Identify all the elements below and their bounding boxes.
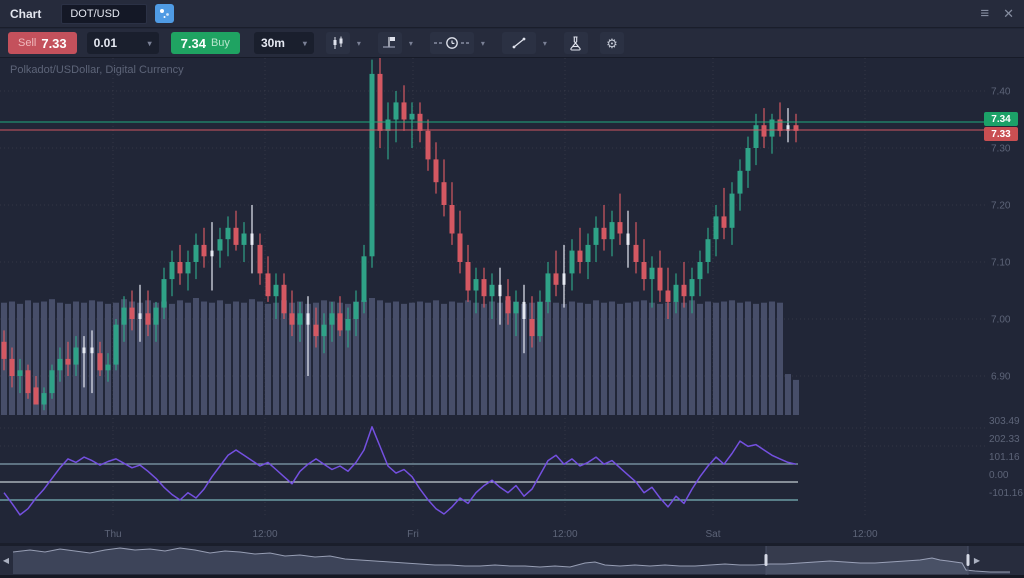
gear-icon: ⚙ — [606, 35, 618, 51]
navigator-window[interactable] — [766, 546, 968, 575]
sell-label: Sell — [18, 37, 37, 49]
chevron-down-icon[interactable]: ▾ — [480, 38, 485, 48]
scatter-dots-icon — [160, 9, 170, 18]
oscillator-tick-label: 0.00 — [989, 470, 1009, 481]
price-tick-label: 7.30 — [991, 144, 1011, 155]
candlestick-type-icon — [333, 36, 343, 49]
navigator-left-handle[interactable] — [764, 554, 768, 566]
analysis-button[interactable] — [563, 32, 588, 54]
chart-type-button[interactable] — [325, 32, 350, 54]
flask-icon — [570, 35, 582, 51]
price-tick-label: 7.20 — [991, 201, 1011, 212]
price-tick-label: 6.90 — [991, 372, 1011, 383]
drawing-tool-button[interactable] — [501, 32, 536, 54]
chart-title: Polkadot/USDollar, Digital Currency — [10, 64, 184, 76]
chevron-down-icon: ▾ — [302, 38, 307, 48]
price-tick-label: 7.40 — [991, 87, 1011, 98]
indicators-button[interactable] — [377, 32, 402, 54]
time-axis-label: 12:00 — [852, 529, 877, 540]
time-axis-label: Sat — [705, 529, 720, 540]
amount-dropdown[interactable]: 0.01 ▾ — [86, 32, 159, 54]
time-axis-label: 12:00 — [252, 529, 277, 540]
oscillator-tick-label: 202.33 — [989, 434, 1020, 445]
oscillator-tick-label: 303.49 — [989, 416, 1020, 427]
scroll-left-arrow-icon[interactable]: ◀ — [2, 555, 10, 565]
buy-button[interactable]: 7.34 Buy — [170, 32, 240, 54]
navigator-right-handle[interactable] — [966, 554, 970, 566]
time-marker-button[interactable] — [429, 32, 474, 54]
top-bar: Chart DOT/USD ≡ ✕ — [0, 0, 1024, 28]
sell-button[interactable]: Sell 7.33 — [8, 32, 77, 54]
scroll-right-arrow-icon[interactable]: ▶ — [973, 555, 981, 565]
clock-dashes-icon — [433, 37, 470, 49]
trade-toolbar: Sell 7.33 0.01 ▾ 7.34 Buy 30m ▾ ▾ — [0, 29, 1024, 58]
trend-line-icon — [512, 37, 526, 49]
asset-picker-button[interactable] — [155, 4, 175, 23]
time-axis-label: Fri — [407, 529, 419, 540]
settings-button[interactable]: ⚙ — [599, 32, 624, 54]
close-icon[interactable]: ✕ — [1003, 6, 1014, 21]
buy-label: Buy — [210, 37, 230, 49]
sell-price: 7.33 — [41, 35, 67, 51]
sell-price-badge: 7.33 — [984, 127, 1018, 141]
price-tick-label: 7.10 — [991, 258, 1011, 269]
time-axis-label: 12:00 — [552, 529, 577, 540]
chevron-down-icon[interactable]: ▾ — [542, 38, 547, 48]
oscillator-tick-label: 101.16 — [989, 452, 1020, 463]
chevron-down-icon[interactable]: ▾ — [356, 38, 361, 48]
menu-icon[interactable]: ≡ — [980, 5, 990, 22]
chevron-down-icon[interactable]: ▾ — [408, 38, 413, 48]
tab-chart[interactable]: Chart — [10, 6, 42, 21]
oscillator-tick-label: -101.16 — [989, 488, 1023, 499]
buy-price: 7.34 — [180, 35, 206, 51]
amount-value: 0.01 — [93, 36, 118, 50]
instrument-selector[interactable]: DOT/USD — [61, 3, 148, 24]
buy-price-badge: 7.34 — [984, 112, 1018, 126]
price-tick-label: 7.00 — [991, 315, 1011, 326]
timeframe-value: 30m — [260, 36, 285, 50]
indicator-flag-icon — [383, 37, 396, 48]
timeframe-dropdown[interactable]: 30m ▾ — [253, 32, 314, 54]
chevron-down-icon: ▾ — [147, 38, 152, 48]
time-axis-label: Thu — [104, 529, 121, 540]
